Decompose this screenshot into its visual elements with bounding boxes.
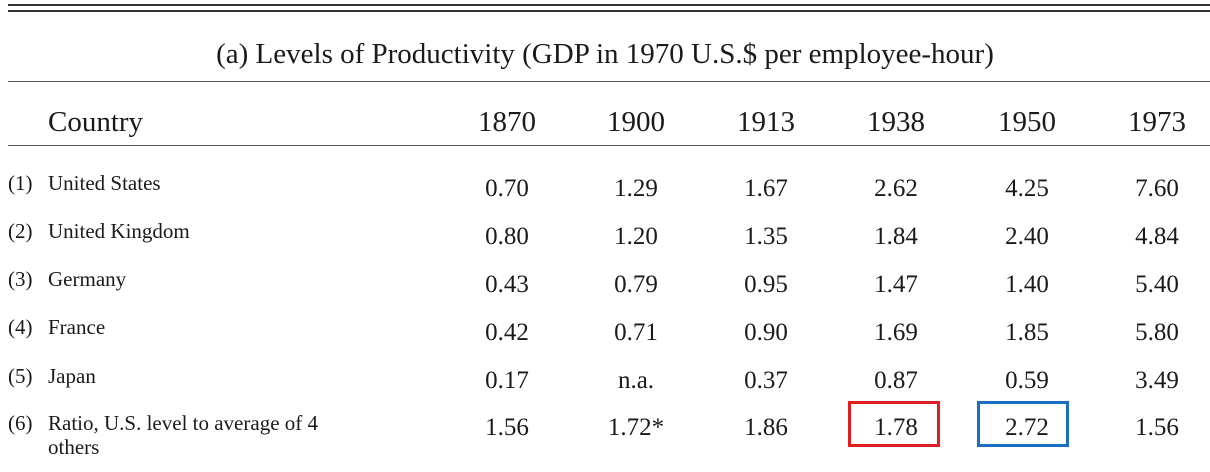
- row-label-france: France: [48, 315, 106, 339]
- table-cell: 0.70: [485, 175, 529, 202]
- table-cell: 0.79: [614, 271, 658, 298]
- table-cell: n.a.: [617, 367, 655, 394]
- table-cell: 1.84: [874, 223, 918, 250]
- year-header-1913: 1913: [737, 106, 795, 138]
- row-number: (2): [8, 219, 33, 243]
- table-cell: 3.49: [1135, 367, 1179, 394]
- table-cell: 0.87: [874, 367, 918, 394]
- row-number: (4): [8, 315, 33, 339]
- table-cell: 0.95: [744, 271, 788, 298]
- top-double-rule-lower: [8, 10, 1210, 12]
- row-label-germany: Germany: [48, 267, 127, 291]
- year-header-1950: 1950: [998, 106, 1056, 138]
- table-cell: 0.90: [744, 319, 788, 346]
- table-cell: 2.62: [874, 175, 918, 202]
- table-cell: 1.85: [1005, 319, 1049, 346]
- top-double-rule-upper: [8, 4, 1210, 6]
- row-label-ratio: Ratio, U.S. level to average of 4 others: [48, 411, 319, 459]
- table-cell: 1.29: [614, 175, 658, 202]
- row-number: (6): [8, 411, 33, 435]
- header-rule: [8, 145, 1210, 146]
- table-cell: 5.40: [1135, 271, 1179, 298]
- table-cell: 1.78: [874, 414, 918, 441]
- row-number: (5): [8, 364, 33, 388]
- table-title: (a) Levels of Productivity (GDP in 1970 …: [216, 38, 994, 70]
- table-cell: 0.37: [744, 367, 788, 394]
- table-cell: 7.60: [1135, 175, 1179, 202]
- row-label-united-kingdom: United Kingdom: [48, 219, 190, 243]
- row-number: (3): [8, 267, 33, 291]
- year-header-1973: 1973: [1128, 106, 1186, 138]
- table-cell: 0.43: [485, 271, 529, 298]
- table-cell: 2.72: [1005, 414, 1049, 441]
- table-cell: 1.47: [874, 271, 918, 298]
- country-column-header: Country: [48, 106, 144, 138]
- year-header-1870: 1870: [478, 106, 536, 138]
- table-cell: 1.67: [744, 175, 788, 202]
- title-rule: [8, 81, 1210, 82]
- red-highlight-box: [848, 401, 940, 447]
- table-cell: 1.86: [744, 414, 788, 441]
- row-label-united-states: United States: [48, 171, 161, 195]
- table-cell: 2.40: [1005, 223, 1049, 250]
- table-cell: 0.17: [485, 367, 529, 394]
- table-cell: 1.20: [614, 223, 658, 250]
- table-cell: 4.84: [1135, 223, 1179, 250]
- table-cell: 1.40: [1005, 271, 1049, 298]
- table-cell: 1.69: [874, 319, 918, 346]
- row-number: (1): [8, 171, 33, 195]
- table-cell: 0.71: [614, 319, 658, 346]
- table-cell: 5.80: [1135, 319, 1179, 346]
- table-cell: 0.80: [485, 223, 529, 250]
- table-cell: 1.56: [1135, 414, 1179, 441]
- table-cell: 0.59: [1005, 367, 1049, 394]
- year-header-1938: 1938: [867, 106, 925, 138]
- table-cell: 1.35: [744, 223, 788, 250]
- table-cell: 4.25: [1005, 175, 1049, 202]
- table-cell: 1.56: [485, 414, 529, 441]
- year-header-1900: 1900: [607, 106, 665, 138]
- blue-highlight-box: [977, 401, 1069, 447]
- table-cell: 1.72*: [607, 414, 665, 441]
- row-label-japan: Japan: [48, 364, 96, 388]
- table-cell: 0.42: [485, 319, 529, 346]
